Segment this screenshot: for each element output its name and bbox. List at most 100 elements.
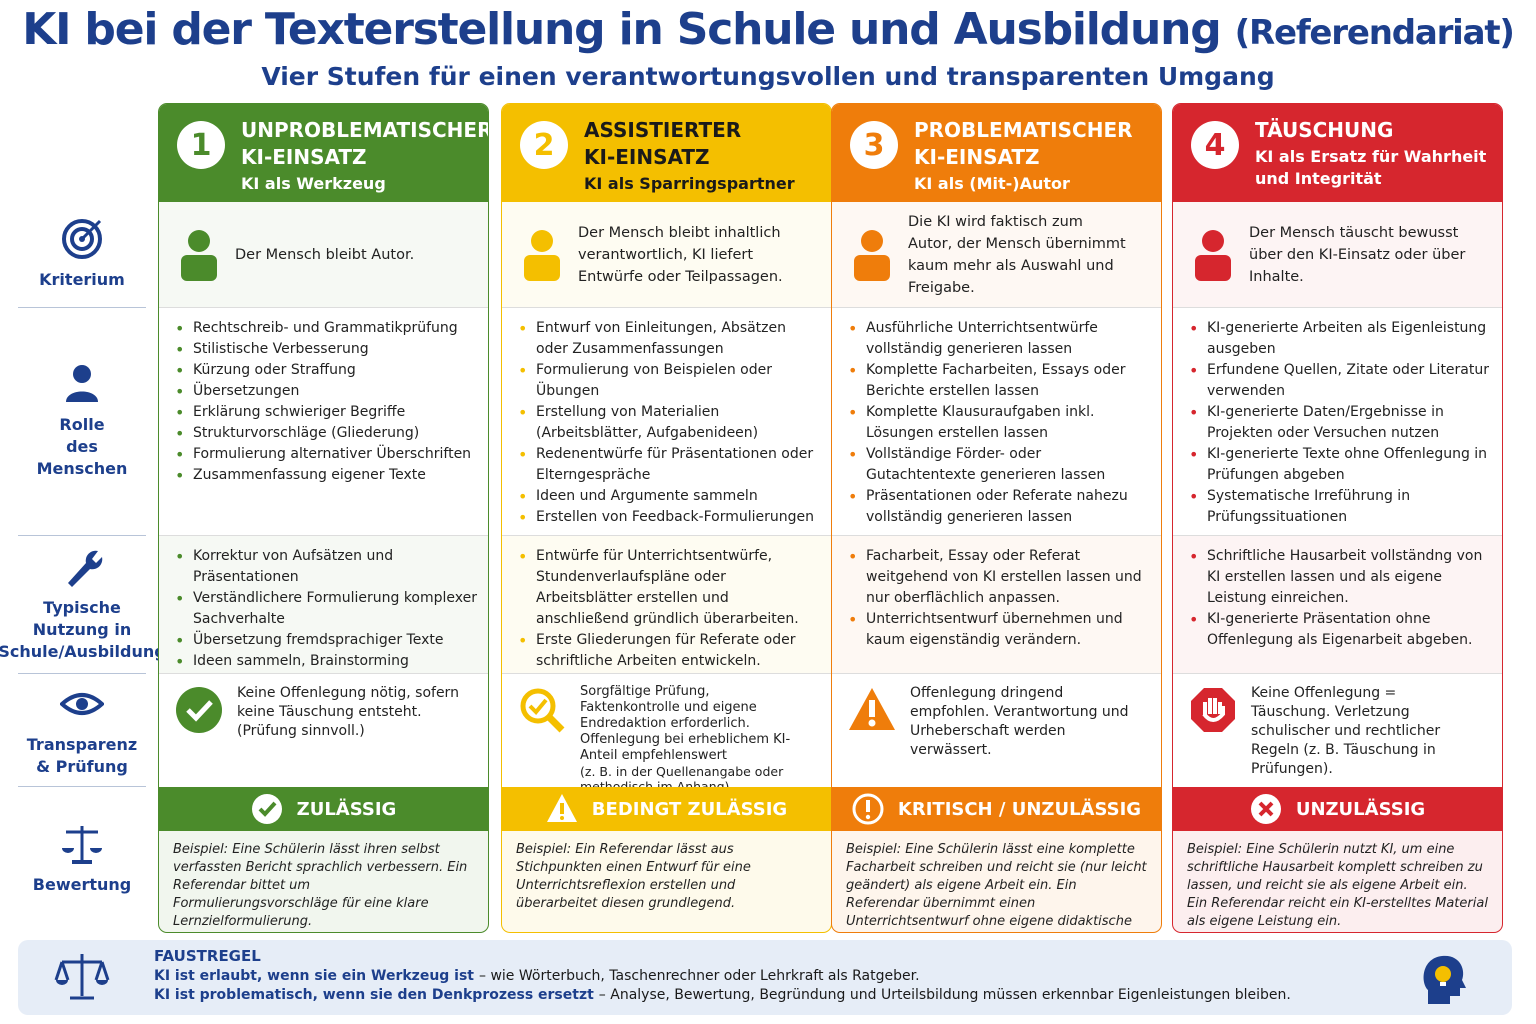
usage: Schriftliche Hausarbeit vollständng von … [1173,536,1502,674]
subtitle: Vier Stufen für einen verantwortungsvoll… [261,62,1275,91]
example: Beispiel: Eine Schülerin nutzt KI, um ei… [1173,831,1502,932]
role-item: Ausführliche Unterrichtsentwürfe vollstä… [848,318,1151,360]
usage-item: Ideen sammeln, Brainstorming [175,651,478,672]
row-separator [18,535,146,536]
usage-item: Verständlichere Formulierung komplexer S… [175,588,478,630]
row-separator [18,673,146,674]
verdict-text: BEDINGT ZULÄSSIG [591,798,788,820]
role-item: Rechtschreib- und Grammatikprüfung [175,318,478,339]
stage-title: UNPROBLEMATISCHER KI-EINSATZ KI als Werkze… [241,117,488,195]
row-icon [68,550,103,587]
row-label: Rolle des Menschen [18,307,146,535]
roles-list: Entwurf von Einleitungen, Absätzen oder … [502,318,831,528]
usage-list: Korrektur von Aufsätzen und Präsentation… [159,546,488,672]
rule-bold: KI ist erlaubt, wenn sie ein Werkzeug is… [154,968,475,984]
person-icon [1195,229,1231,281]
roles: Ausführliche Unterrichtsentwürfe vollstä… [832,308,1161,536]
role-item: Systematische Irreführung in Prüfungssit… [1189,486,1492,528]
role-item: Ideen und Argumente sammeln [518,486,821,507]
stage-title: TÄUSCHUNG KI als Ersatz für Wahrheit und … [1255,117,1495,190]
criterion-text: Der Mensch täuscht bewusst über den KI-E… [1249,224,1466,285]
transparency-icon [176,687,222,733]
verdict: ZULÄSSIG [159,787,488,831]
row-label: Transparenz & Prüfung [18,673,146,786]
roles: KI-generierte Arbeiten als Eigenleistung… [1173,308,1502,536]
idea-icon [1423,955,1466,1004]
row-icon [66,365,98,402]
title-suffix: (Referendariat) [1234,13,1515,53]
footer-title: FAUSTREGEL [154,947,261,965]
role-item: Vollständige Förder- oder Gutachtentexte… [848,444,1151,486]
role-item: Formulierung von Beispielen oder Übungen [518,360,821,402]
role-item: Erstellung von Materialien (Arbeitsblätt… [518,402,821,444]
stage-subtitle: KI als Sparringspartner [584,174,795,193]
transparency-text: Offenlegung dringend empfohlen. Verantwo… [910,684,1132,760]
roles-list: Ausführliche Unterrichtsentwürfe vollstä… [832,318,1161,528]
transparency: Keine Offenlegung = Täuschung. Verletzun… [1173,674,1502,787]
usage-item: Erste Gliederungen für Referate oder sch… [518,630,821,672]
role-item: Stilistische Verbesserung [175,339,478,360]
stage-title-line: PROBLEMATISCHER [914,118,1133,142]
role-item: Zusammenfassung eigener Texte [175,465,478,486]
example: Beispiel: Eine Schülerin lässt eine komp… [832,831,1161,932]
role-item: KI-generierte Texte ohne Offenlegung in … [1189,444,1492,486]
row-label-line: Bewertung [32,875,132,894]
usage-list: Schriftliche Hausarbeit vollständng von … [1173,546,1502,651]
verdict-icon [251,794,282,824]
role-item: Erfundene Quellen, Zitate oder Literatur… [1189,360,1492,402]
footer: FAUSTREGEL KI ist erlaubt, wenn sie ein … [18,940,1512,1015]
transparency-line: Sorgfältige Prüfung, Faktenkontrolle und… [580,684,791,763]
row-icon [62,826,102,864]
stage-number: 3 [850,121,898,169]
transparency: Offenlegung dringend empfohlen. Verantwo… [832,674,1161,787]
transparency-line: Offenlegung dringend empfohlen. Verantwo… [910,685,1129,758]
transparency: Sorgfältige Prüfung, Faktenkontrolle und… [502,674,831,794]
row-label-line: Rolle [59,415,105,434]
scales-icon [54,954,110,1000]
usage-item: Facharbeit, Essay oder Referat weitgehen… [848,546,1151,609]
role-item: Präsentationen oder Referate nahezu voll… [848,486,1151,528]
roles: Rechtschreib- und GrammatikprüfungStilis… [159,308,488,536]
criterion-text: Der Mensch bleibt Autor. [235,246,415,263]
usage-list: Facharbeit, Essay oder Referat weitgehen… [832,546,1161,651]
stage-subtitle: KI als Werkzeug [241,174,386,193]
verdict-text: ZULÄSSIG [296,798,397,820]
usage-list: Entwürfe für Unterrichtsentwürfe, Stunde… [502,546,831,672]
row-label-line: & Prüfung [36,756,128,776]
criterion: Der Mensch täuscht bewusst über den KI-E… [1173,202,1502,308]
criterion: Der Mensch bleibt inhaltlich verantwortl… [502,202,831,308]
stage-title-line: KI-EINSATZ [241,145,367,169]
row-label-line: Kriterium [39,270,125,289]
example: Beispiel: Ein Referendar lässt aus Stich… [502,831,831,932]
transparency-icon [1191,688,1235,732]
role-item: Entwurf von Einleitungen, Absätzen oder … [518,318,821,360]
role-item: Strukturvorschläge (Gliederung) [175,423,478,444]
role-item: KI-generierte Arbeiten als Eigenleistung… [1189,318,1492,360]
usage-item: Übersetzung fremdsprachiger Texte [175,630,478,651]
verdict: KRITISCH / UNZULÄSSIG [832,787,1161,831]
criterion: Der Mensch bleibt Autor. [159,202,488,308]
rule-rest: – wie Wörterbuch, Taschenrechner oder Le… [479,968,920,984]
row-icon [60,692,104,715]
row-label-line: Transparenz [26,734,138,754]
usage: Korrektur von Aufsätzen und Präsentation… [159,536,488,674]
stage-header: 1 UNPROBLEMATISCHER KI-EINSATZ KI als Werkz… [159,104,488,202]
roles-list: Rechtschreib- und GrammatikprüfungStilis… [159,318,488,486]
stage-title-line: KI-EINSATZ [914,145,1040,169]
row-label-line: Typische [43,598,121,617]
stage-subtitle: KI als (Mit-)Autor [914,174,1070,193]
stage-title-line: KI-EINSATZ [584,145,710,169]
usage: Entwürfe für Unterrichtsentwürfe, Stunde… [502,536,831,674]
title: KI bei der Texterstellung in Schule und … [0,4,1536,55]
roles-list: KI-generierte Arbeiten als Eigenleistung… [1173,318,1502,528]
stage-title: PROBLEMATISCHER KI-EINSATZ KI als (Mit-)Au… [914,117,1154,195]
transparency-icon [520,688,565,733]
row-separator [18,307,146,308]
criterion-text: Der Mensch bleibt inhaltlich verantwortl… [578,224,783,285]
usage-item: Unterrichtsentwurf übernehmen und kaum e… [848,609,1151,651]
criterion-text: Die KI wird faktisch zum Autor, der Mens… [908,213,1126,296]
role-item: KI-generierte Daten/Ergebnisse in Projek… [1189,402,1492,444]
stage-column: 4 TÄUSCHUNG KI als Ersatz für Wahrheit und… [1172,103,1503,933]
person-icon [854,229,890,281]
transparency-line: (Prüfung sinnvoll.) [237,723,365,739]
